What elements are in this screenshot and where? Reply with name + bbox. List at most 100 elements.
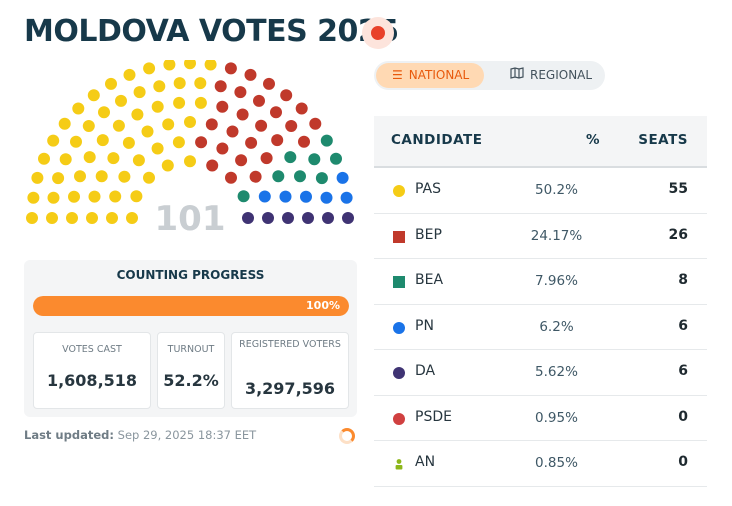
seat-dot-pas: [161, 159, 174, 172]
seat-dot-da: [262, 212, 274, 224]
candidate-seats: 6: [678, 363, 688, 379]
live-indicator-icon: [362, 17, 394, 49]
seat-dot-bep: [280, 89, 293, 102]
seat-dot-pas: [70, 135, 82, 148]
seat-dot-bep: [225, 171, 237, 184]
votes-cast-value: 1,608,518: [46, 371, 138, 390]
candidate-percent: 0.95%: [535, 409, 578, 426]
seat-dot-bep: [309, 117, 322, 130]
candidate-seats: 26: [668, 226, 688, 243]
candidate-name: DA: [415, 363, 436, 379]
turnout-value: 52.2%: [163, 371, 219, 390]
seat-dot-pas: [162, 118, 175, 131]
seat-dot-pas: [74, 170, 86, 183]
seat-dot-bep: [271, 134, 284, 147]
counting-progress-card: COUNTING PROGRESS 100% VOTES CAST 1,608,…: [24, 260, 357, 417]
party-color-square-icon: [393, 230, 405, 243]
seat-dot-pas: [130, 190, 143, 203]
seat-dot-pas: [194, 77, 207, 90]
candidate-name: BEA: [415, 272, 444, 288]
table-row[interactable]: PAS 50.2% 55: [374, 168, 707, 214]
seat-dot-pas: [86, 212, 98, 224]
seat-dot-pn: [279, 190, 292, 203]
tab-national[interactable]: ☰ NATIONAL: [376, 63, 484, 88]
seat-dot-pas: [52, 172, 65, 185]
candidate-percent: 6.2%: [539, 318, 574, 335]
turnout-stat: TURNOUT 52.2%: [157, 332, 225, 409]
results-table-header: CANDIDATE % SEATS: [374, 116, 707, 168]
seat-dot-bep: [235, 154, 248, 167]
candidate-name: AN: [415, 454, 436, 470]
person-icon: [393, 458, 405, 470]
candidate-percent: 5.62%: [535, 364, 578, 380]
seat-dot-bep: [270, 106, 282, 119]
seat-dot-pn: [336, 171, 349, 184]
seat-dot-pas: [31, 171, 44, 184]
seat-dot-pn: [340, 191, 353, 204]
seat-dot-bep: [245, 136, 258, 149]
registered-voters-label: REGISTERED VOTERS: [239, 339, 341, 350]
votes-cast-stat: VOTES CAST 1,608,518: [33, 332, 151, 409]
progress-bar-fill: [33, 296, 349, 316]
table-row[interactable]: PSDE 0.95% 0: [374, 396, 707, 441]
seat-dot-bea: [308, 153, 321, 166]
tab-regional[interactable]: REGIONAL: [506, 63, 602, 88]
counting-progress-title: COUNTING PROGRESS: [116, 268, 265, 282]
party-color-dot-icon: [393, 412, 405, 425]
header-percent: %: [586, 132, 601, 148]
view-toggle: ☰ NATIONAL REGIONAL: [374, 61, 605, 90]
party-color-dot-icon: [393, 185, 405, 197]
seat-dot-pas: [112, 119, 125, 132]
seat-dot-pas: [72, 102, 85, 115]
seat-dot-bep: [253, 94, 265, 107]
seat-dot-bep: [195, 136, 208, 149]
candidate-seats: 6: [678, 317, 688, 334]
candidate-seats: 55: [668, 181, 688, 197]
parliament-seat-chart: 101: [26, 60, 354, 239]
seat-dot-pas: [46, 212, 58, 224]
seat-dot-pn: [258, 190, 271, 203]
seat-dot-pas: [109, 190, 122, 203]
candidate-seats: 0: [678, 408, 688, 425]
seat-dot-bep: [205, 118, 218, 131]
seat-dot-pas: [66, 212, 78, 224]
seat-dot-bep: [298, 135, 310, 148]
table-row[interactable]: BEA 7.96% 8: [374, 259, 707, 305]
progress-percent: 100%: [306, 299, 340, 312]
party-color-dot-icon: [393, 367, 405, 379]
seat-dot-pas: [95, 170, 108, 183]
seat-dot-pas: [26, 212, 38, 224]
map-icon: [510, 63, 524, 88]
tab-regional-label: REGIONAL: [530, 68, 593, 82]
seat-dot-pas: [143, 171, 155, 184]
seat-dot-pas: [173, 77, 186, 90]
seat-dot-pas: [68, 190, 80, 203]
table-row[interactable]: DA 5.62% 6: [374, 350, 707, 396]
seat-dot-da: [302, 212, 314, 224]
seat-dot-pas: [184, 116, 196, 128]
seat-dot-pas: [184, 155, 196, 168]
seat-dot-pas: [27, 191, 40, 204]
candidate-name: PSDE: [415, 408, 452, 425]
seat-dot-bep: [216, 142, 229, 155]
seat-dot-pas: [204, 60, 217, 71]
candidate-percent: 0.85%: [535, 455, 578, 471]
seat-dot-bep: [214, 80, 227, 93]
seat-dot-bep: [224, 62, 237, 75]
results-table: CANDIDATE % SEATS PAS 50.2% 55 BEP 24.17% 26 B…: [374, 116, 707, 487]
seat-dot-pn: [300, 190, 312, 203]
header-seats: SEATS: [638, 132, 688, 148]
table-row[interactable]: AN 0.85% 0: [374, 441, 707, 487]
seat-dot-bep: [236, 108, 249, 121]
seat-dot-pas: [141, 125, 154, 138]
last-updated: Last updated: Sep 29, 2025 18:37 EET: [24, 428, 256, 442]
seat-dot-pas: [58, 117, 71, 130]
seat-dot-pn: [320, 191, 333, 204]
seat-dot-pas: [184, 60, 196, 70]
seat-dot-pas: [118, 170, 131, 183]
seat-dot-pas: [83, 151, 96, 164]
table-row[interactable]: BEP 24.17% 26: [374, 214, 707, 259]
seat-dot-pas: [151, 142, 164, 155]
seat-dot-bea: [237, 190, 250, 203]
table-row[interactable]: PN 6.2% 6: [374, 305, 707, 350]
